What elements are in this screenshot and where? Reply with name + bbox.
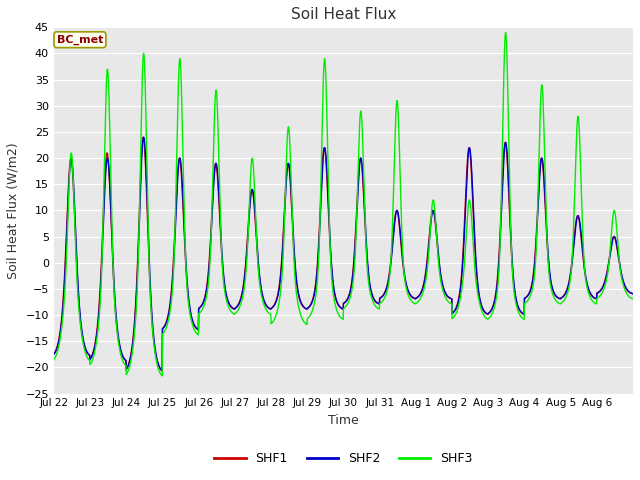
SHF3: [629, 296, 637, 301]
SHF2: [140, 134, 147, 140]
SHF2: [629, 291, 637, 297]
SHF2: [621, 283, 629, 289]
SHF1: [234, 303, 241, 309]
SHF3: [621, 287, 629, 293]
Title: Soil Heat Flux: Soil Heat Flux: [291, 7, 396, 22]
SHF3: [50, 357, 58, 362]
SHF1: [629, 291, 637, 297]
Legend: SHF1, SHF2, SHF3: SHF1, SHF2, SHF3: [209, 447, 477, 470]
SHF3: [502, 30, 509, 36]
SHF3: [108, 214, 116, 219]
SHF1: [518, 311, 526, 316]
SHF2: [108, 226, 116, 232]
SHF2: [551, 291, 559, 297]
SHF3: [379, 299, 387, 304]
SHF2: [518, 310, 526, 316]
SHF2: [158, 368, 166, 373]
SHF1: [140, 134, 147, 140]
SHF2: [234, 304, 241, 310]
SHF1: [621, 284, 629, 289]
SHF2: [50, 351, 58, 357]
SHF3: [158, 373, 166, 379]
X-axis label: Time: Time: [328, 414, 359, 427]
SHF3: [518, 315, 526, 321]
Text: BC_met: BC_met: [57, 35, 103, 45]
SHF1: [158, 368, 166, 374]
Line: SHF3: SHF3: [54, 33, 633, 376]
Y-axis label: Soil Heat Flux (W/m2): Soil Heat Flux (W/m2): [7, 142, 20, 279]
Line: SHF2: SHF2: [54, 137, 633, 371]
SHF3: [551, 296, 559, 302]
SHF1: [551, 292, 559, 298]
Line: SHF1: SHF1: [54, 137, 633, 371]
SHF2: [379, 293, 387, 299]
SHF1: [108, 233, 116, 239]
SHF1: [50, 351, 58, 357]
SHF3: [233, 309, 241, 315]
SHF1: [379, 293, 387, 299]
